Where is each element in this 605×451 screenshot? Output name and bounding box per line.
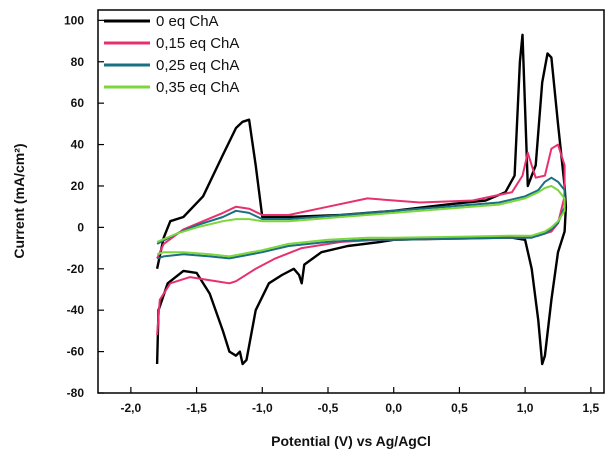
series-line-4 (156, 185, 566, 258)
series-line-2 (156, 143, 566, 336)
y-axis-title: Current (mA/cm²) (11, 143, 27, 258)
x-tick-label: 1,0 (517, 401, 534, 415)
x-axis-title: Potential (V) vs Ag/AgCl (271, 433, 431, 449)
legend: 0 eq ChA 0,15 eq ChA 0,25 eq ChA 0,35 eq Ch… (104, 13, 239, 96)
legend-label: 0 eq ChA (156, 13, 219, 30)
ticks-layer: -2,0 -1,5 -1,0 -0,5 0,0 0,5 1,0 1,5 -80 -60 -40 -20… (64, 13, 600, 415)
y-tick-label: -80 (67, 386, 85, 400)
x-tick-label: -2,0 (121, 401, 142, 415)
x-tick-label: 1,5 (583, 401, 600, 415)
x-tick-label: -1,5 (186, 401, 207, 415)
x-tick-label: 0,5 (451, 401, 468, 415)
series-layer (155, 33, 568, 366)
legend-label: 0,25 eq ChA (156, 57, 239, 74)
plot-frame (97, 9, 605, 394)
y-tick-label: 80 (71, 55, 85, 69)
y-tick-label: 60 (71, 96, 85, 110)
y-tick-label: 40 (71, 138, 85, 152)
y-tick-label: 20 (71, 179, 85, 193)
legend-label: 0,35 eq ChA (156, 79, 239, 96)
y-tick-label: -40 (67, 303, 85, 317)
x-tick-label: -0,5 (318, 401, 339, 415)
x-tick-label: -1,0 (252, 401, 273, 415)
series-line-3 (156, 176, 566, 260)
x-tick-label: 0,0 (385, 401, 402, 415)
legend-label: 0,15 eq ChA (156, 35, 239, 52)
y-tick-label: 100 (64, 13, 84, 27)
y-tick-label: -20 (67, 262, 85, 276)
y-tick-label: 0 (77, 220, 84, 234)
series-line-1 (155, 33, 568, 366)
y-tick-label: -60 (67, 345, 85, 359)
